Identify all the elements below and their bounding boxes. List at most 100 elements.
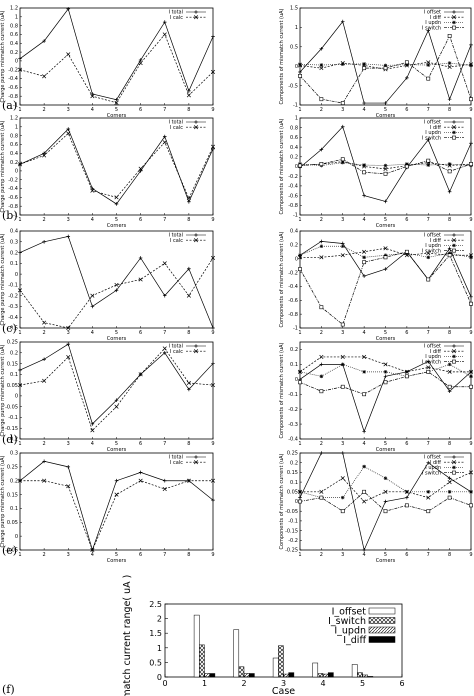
- y-tick-label: -0.2: [8, 437, 18, 443]
- data-point: [42, 74, 47, 79]
- data-point: [298, 253, 302, 258]
- y-tick-label: 0.3: [10, 451, 18, 457]
- legend-marker: [194, 233, 198, 237]
- data-point: [404, 503, 409, 508]
- y-tick-label: 0.8: [10, 23, 18, 29]
- data-point: [319, 362, 324, 367]
- bar: [283, 673, 289, 678]
- data-point: [162, 350, 167, 355]
- legend-label: I calc: [170, 349, 183, 355]
- data-point: [404, 60, 409, 65]
- data-point: [340, 451, 345, 455]
- data-point: [17, 288, 23, 293]
- series-line: [19, 8, 214, 101]
- x-tick-label: 9: [211, 552, 214, 558]
- y-tick-label: -0.05: [285, 509, 298, 515]
- y-tick-label: 0.6: [10, 32, 18, 38]
- data-point: [362, 429, 366, 434]
- data-point: [447, 253, 452, 258]
- data-point: [362, 170, 367, 175]
- plot-frame: [299, 341, 472, 440]
- bar: [243, 673, 250, 678]
- x-tick-label: 6: [405, 552, 408, 558]
- data-point: [17, 67, 23, 72]
- panel-label: (a): [2, 99, 17, 112]
- x-tick-label: 7: [427, 552, 430, 558]
- data-point: [447, 61, 452, 65]
- y-tick-label: -0.8: [288, 203, 298, 209]
- y-tick-label: 0: [295, 256, 298, 262]
- y-tick-label: -0.3: [288, 422, 298, 428]
- data-point: [405, 490, 409, 494]
- data-point: [426, 509, 431, 514]
- data-point: [17, 383, 23, 388]
- data-point: [187, 387, 191, 392]
- y-tick-label: -1: [293, 326, 298, 332]
- x-tick-label: 4: [91, 330, 94, 336]
- y-axis-label: Components of mismatch current (uA): [279, 118, 285, 214]
- y-tick-label: 1: [15, 125, 18, 131]
- data-point: [298, 163, 302, 168]
- data-point: [340, 157, 345, 162]
- data-point: [405, 162, 409, 166]
- x-tick-label: 3: [67, 552, 70, 558]
- x-tick-label: 6: [139, 441, 142, 447]
- data-point: [362, 249, 367, 254]
- y-tick-label: 0.6: [290, 135, 298, 141]
- x-tick-label: 4: [91, 217, 94, 223]
- y-tick-label: 1: [157, 644, 162, 653]
- data-point: [383, 253, 388, 258]
- data-point: [18, 368, 22, 372]
- x-axis-label: Corners: [107, 223, 127, 229]
- data-point: [469, 63, 473, 68]
- x-tick-label: 4: [363, 107, 366, 113]
- y-tick-label: 0.5: [149, 658, 162, 667]
- data-point: [469, 490, 473, 494]
- data-point: [383, 476, 388, 481]
- data-point: [319, 244, 324, 249]
- x-tick-label: 1: [298, 107, 301, 113]
- x-tick-label: 6: [405, 441, 408, 447]
- bar: [278, 645, 284, 678]
- data-point: [138, 256, 143, 260]
- plot-frame: [299, 7, 472, 106]
- bar: [288, 672, 295, 678]
- data-point: [468, 369, 474, 374]
- y-tick-label: -0.4: [288, 184, 298, 190]
- legend-label: I diff: [430, 238, 442, 244]
- data-point: [383, 267, 388, 271]
- data-point: [447, 162, 452, 166]
- y-tick-label: 2.5: [149, 600, 162, 609]
- x-tick-label: 1: [298, 441, 301, 447]
- data-point: [340, 62, 345, 67]
- y-tick-label: -0.2: [288, 407, 298, 413]
- data-point: [426, 277, 431, 282]
- data-point: [298, 62, 302, 67]
- data-point: [42, 320, 47, 325]
- data-point: [340, 384, 345, 389]
- legend-label: I total: [169, 455, 184, 461]
- x-tick-label: 7: [163, 217, 166, 223]
- data-point: [362, 66, 367, 71]
- x-tick-label: 6: [405, 107, 408, 113]
- x-tick-label: 3: [341, 552, 344, 558]
- series-line: [19, 235, 214, 329]
- y-tick-label: 0.4: [10, 151, 18, 157]
- x-tick-label: 3: [67, 107, 70, 113]
- y-tick-label: 0.2: [290, 460, 298, 466]
- y-tick-label: -0.1: [8, 415, 18, 421]
- data-point: [162, 478, 167, 483]
- series-line: [299, 161, 472, 170]
- x-tick-label: 2: [43, 441, 46, 447]
- legend-marker: [452, 20, 456, 25]
- data-point: [90, 428, 95, 433]
- bar: [248, 673, 255, 678]
- data-point: [383, 171, 388, 176]
- y-tick-label: 0: [295, 164, 298, 170]
- x-tick-label: 9: [469, 330, 472, 336]
- data-point: [383, 509, 388, 514]
- data-point: [426, 460, 431, 465]
- x-tick-label: 9: [469, 441, 472, 447]
- y-tick-label: -1: [13, 213, 18, 219]
- data-point: [469, 301, 473, 306]
